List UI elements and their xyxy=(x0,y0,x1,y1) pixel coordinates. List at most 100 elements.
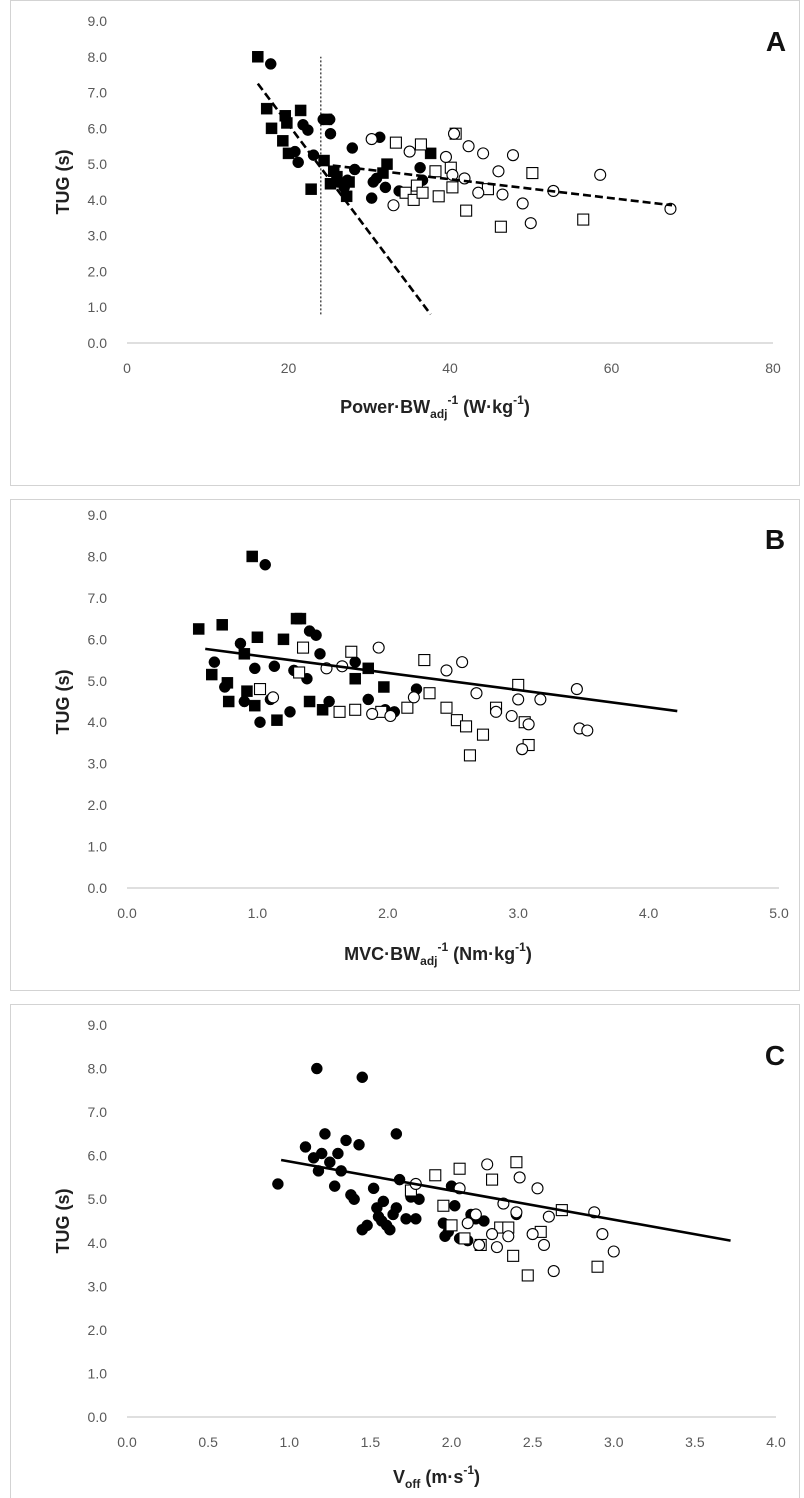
data-point-open-square xyxy=(437,1199,450,1212)
data-point-filled-circle xyxy=(379,181,392,194)
data-point-open-circle xyxy=(477,147,490,160)
data-point-open-circle xyxy=(472,186,485,199)
y-tick-label: 8.0 xyxy=(88,548,108,564)
data-point-open-square xyxy=(349,703,362,716)
data-point-filled-square xyxy=(216,619,228,631)
y-tick-label: 3.0 xyxy=(88,1278,108,1294)
y-tick-label: 4.0 xyxy=(88,714,108,730)
data-point-open-circle xyxy=(506,149,520,162)
data-point-filled-circle xyxy=(340,1134,352,1147)
data-point-open-circle xyxy=(512,693,525,706)
data-point-open-square xyxy=(407,193,420,206)
y-tick-label: 9.0 xyxy=(88,1017,108,1033)
data-point-open-circle xyxy=(516,197,529,210)
data-point-filled-square xyxy=(252,51,264,63)
y-tick-label: 4.0 xyxy=(88,192,108,208)
data-point-open-circle xyxy=(384,709,397,723)
data-point-open-circle xyxy=(496,188,509,201)
data-point-open-circle xyxy=(570,683,583,696)
data-point-filled-circle xyxy=(390,1128,403,1140)
data-point-open-circle xyxy=(594,168,607,181)
y-axis-title-c: TUG (s) xyxy=(53,1188,73,1253)
data-point-open-circle xyxy=(664,202,677,215)
data-point-filled-square xyxy=(277,135,289,147)
data-point-open-square xyxy=(458,1232,471,1245)
data-point-open-circle xyxy=(481,1158,494,1171)
x-tick-label: 1.5 xyxy=(361,1434,381,1450)
data-point-filled-circle xyxy=(370,172,383,185)
data-point-open-square xyxy=(577,213,590,226)
x-tick-label: 80 xyxy=(765,360,781,376)
data-point-filled-circle xyxy=(289,145,301,158)
data-point-open-circle xyxy=(489,705,503,718)
data-point-filled-circle xyxy=(311,1062,323,1075)
data-point-filled-square xyxy=(241,685,253,697)
data-point-open-square xyxy=(429,165,442,178)
data-point-open-circle xyxy=(469,1208,482,1221)
data-point-filled-circle xyxy=(254,716,266,728)
data-point-open-circle xyxy=(537,1238,551,1252)
chart-b-svg: 0.0 1.0 2.0 3.0 4.0 5.0 6.0 7.0 8.0 9.0 0.0 1.0 2.0 3… xyxy=(53,507,789,968)
chart-c-svg: 0.0 1.0 2.0 3.0 4.0 5.0 6.0 7.0 8.0 9.0 0.0 0.5 1.0 1… xyxy=(53,1017,786,1491)
data-point-filled-square xyxy=(349,672,361,685)
data-point-filled-square xyxy=(305,183,317,195)
data-point-filled-circle xyxy=(410,1213,422,1225)
data-point-open-circle xyxy=(607,1245,620,1258)
data-point-filled-circle xyxy=(348,1193,360,1205)
x-tick-label: 0.5 xyxy=(198,1434,218,1450)
data-point-filled-circle xyxy=(384,1223,396,1236)
y-tick-label: 9.0 xyxy=(88,507,108,523)
data-point-open-circle xyxy=(542,1210,555,1223)
data-point-filled-circle xyxy=(314,648,326,660)
chart-a-svg: 0.0 1.0 2.0 3.0 4.0 5.0 6.0 7.0 8.0 9.0 0 20 40 60 80 T… xyxy=(53,13,786,421)
data-point-open-circle xyxy=(366,707,379,720)
data-point-filled-circle xyxy=(356,1071,369,1084)
data-point-open-square xyxy=(450,714,463,727)
data-point-open-circle xyxy=(439,150,453,164)
data-point-open-square xyxy=(296,641,310,654)
x-tick-label: 60 xyxy=(604,360,620,376)
data-point-filled-circle xyxy=(478,1215,490,1227)
y-tick-label: 1.0 xyxy=(88,839,108,855)
data-point-open-square xyxy=(494,220,507,233)
data-point-open-circle xyxy=(510,1206,523,1219)
data-point-filled-square xyxy=(246,550,258,563)
data-point-filled-circle xyxy=(264,58,277,70)
data-point-filled-square xyxy=(294,104,307,117)
panel-letter-b: B xyxy=(765,524,785,555)
data-point-open-square xyxy=(591,1260,604,1273)
data-point-filled-square xyxy=(249,699,261,712)
panel-letter-c: C xyxy=(765,1040,785,1071)
data-point-filled-circle xyxy=(234,637,247,650)
data-point-filled-circle xyxy=(299,1141,312,1153)
y-tick-label: 2.0 xyxy=(88,263,108,279)
y-tick-label: 5.0 xyxy=(88,673,108,689)
x-tick-label: 40 xyxy=(442,360,458,376)
data-point-filled-circle xyxy=(328,1180,341,1192)
data-point-filled-square xyxy=(271,714,283,726)
data-point-open-circle xyxy=(513,1171,526,1184)
data-point-filled-square xyxy=(318,154,330,167)
x-tick-label: 0.0 xyxy=(117,905,137,921)
data-point-filled-square xyxy=(424,147,437,160)
data-point-open-square xyxy=(460,204,473,217)
data-point-open-circle xyxy=(462,140,475,153)
data-point-filled-circle xyxy=(349,656,361,668)
data-point-filled-circle xyxy=(238,695,251,708)
data-point-filled-square xyxy=(378,681,390,693)
data-point-open-square xyxy=(429,1169,442,1182)
data-point-filled-square xyxy=(277,633,290,646)
data-point-open-circle xyxy=(547,1265,560,1278)
data-point-filled-circle xyxy=(319,1128,331,1140)
data-point-filled-circle xyxy=(323,695,335,708)
y-tick-label: 3.0 xyxy=(88,228,108,244)
data-point-open-square xyxy=(345,645,358,658)
data-point-filled-circle xyxy=(362,693,374,706)
y-axis-title-b: TUG (s) xyxy=(53,669,73,734)
data-point-filled-circle xyxy=(332,1147,344,1160)
data-point-open-square xyxy=(486,1173,499,1186)
data-point-open-square xyxy=(453,1162,466,1175)
x-tick-label: 4.0 xyxy=(766,1434,786,1450)
y-tick-label: 1.0 xyxy=(88,299,108,315)
y-tick-label: 1.0 xyxy=(88,1365,108,1381)
